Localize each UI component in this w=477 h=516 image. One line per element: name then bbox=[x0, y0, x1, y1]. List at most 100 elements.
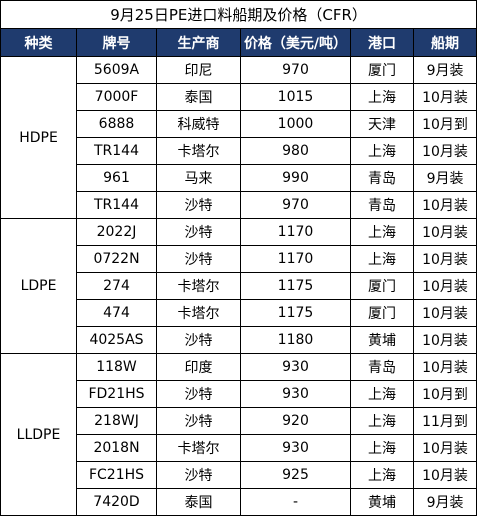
price-cell: 1170 bbox=[240, 218, 351, 246]
shipping-date-cell: 9月装 bbox=[412, 164, 477, 192]
producer-cell: 沙特 bbox=[156, 191, 241, 219]
price-cell: 990 bbox=[240, 164, 351, 192]
price-cell: 1175 bbox=[240, 272, 351, 300]
grade-cell: 218WJ bbox=[76, 407, 157, 435]
price-cell: 1175 bbox=[240, 299, 351, 327]
category-cell: HDPE bbox=[0, 56, 77, 219]
shipping-date-cell: 10月装 bbox=[412, 191, 477, 219]
producer-cell: 卡塔尔 bbox=[156, 137, 241, 165]
shipping-date-cell: 10月装 bbox=[412, 434, 477, 462]
shipping-date-cell: 10月装 bbox=[412, 272, 477, 300]
table-row: LDPE 2022J 沙特 1170 上海 10月装 bbox=[0, 218, 477, 354]
grade-cell: 2022J bbox=[76, 218, 157, 246]
table-row: 0722N 沙特 1170 上海 10月装 bbox=[1, 245, 477, 273]
port-cell: 上海 bbox=[350, 380, 414, 408]
port-cell: 上海 bbox=[350, 137, 414, 165]
grade-cell: 4025AS bbox=[76, 326, 157, 354]
price-cell: 1170 bbox=[240, 245, 351, 273]
port-cell: 黄埔 bbox=[350, 326, 414, 354]
producer-cell: 卡塔尔 bbox=[156, 272, 241, 300]
producer-cell: 印度 bbox=[156, 353, 241, 381]
table-row: FC21HS 沙特 925 上海 10月装 bbox=[1, 461, 477, 489]
grade-cell: 6888 bbox=[76, 110, 157, 138]
producer-cell: 沙特 bbox=[156, 245, 241, 273]
header-price: 价格（美元/吨） bbox=[240, 28, 351, 57]
grade-cell: 118W bbox=[76, 353, 157, 381]
table-row: 961 马来 990 青岛 9月装 bbox=[1, 164, 477, 192]
table-row: 6888 科威特 1000 天津 10月到 bbox=[1, 110, 477, 138]
producer-cell: 印尼 bbox=[156, 56, 241, 84]
grade-cell: FC21HS bbox=[76, 461, 157, 489]
grade-cell: 2018N bbox=[76, 434, 157, 462]
price-cell: 930 bbox=[240, 353, 351, 381]
port-cell: 上海 bbox=[350, 407, 414, 435]
grade-cell: 0722N bbox=[76, 245, 157, 273]
producer-cell: 卡塔尔 bbox=[156, 434, 241, 462]
table-row: HDPE 5609A 印尼 970 厦门 9月装 bbox=[0, 56, 477, 219]
producer-cell: 沙特 bbox=[156, 326, 241, 354]
shipping-date-cell: 10月装 bbox=[412, 83, 477, 111]
port-cell: 青岛 bbox=[350, 164, 414, 192]
shipping-date-cell: 9月装 bbox=[412, 488, 477, 516]
grade-cell: 5609A bbox=[76, 56, 157, 84]
grade-cell: TR144 bbox=[76, 191, 157, 219]
table-row: 218WJ 沙特 920 上海 11月到 bbox=[1, 407, 477, 435]
shipping-date-cell: 10月装 bbox=[412, 137, 477, 165]
grade-cell: 274 bbox=[76, 272, 157, 300]
price-cell: 930 bbox=[240, 380, 351, 408]
shipping-date-cell: 10月到 bbox=[412, 380, 477, 408]
price-cell: 980 bbox=[240, 137, 351, 165]
shipping-date-cell: 11月到 bbox=[412, 407, 477, 435]
port-cell: 上海 bbox=[350, 245, 414, 273]
port-cell: 厦门 bbox=[350, 299, 414, 327]
price-cell: 920 bbox=[240, 407, 351, 435]
producer-cell: 卡塔尔 bbox=[156, 299, 241, 327]
table-row: TR144 沙特 970 青岛 10月装 bbox=[1, 191, 477, 219]
header-port: 港口 bbox=[350, 28, 414, 57]
producer-cell: 泰国 bbox=[156, 83, 241, 111]
shipping-date-cell: 10月装 bbox=[412, 218, 477, 246]
header-category: 种类 bbox=[0, 28, 77, 57]
header-producer: 生产商 bbox=[156, 28, 241, 57]
category-cell: LDPE bbox=[0, 218, 77, 354]
producer-cell: 沙特 bbox=[156, 407, 241, 435]
port-cell: 上海 bbox=[350, 83, 414, 111]
header-grade: 牌号 bbox=[76, 28, 157, 57]
port-cell: 上海 bbox=[350, 434, 414, 462]
grade-cell: 7420D bbox=[76, 488, 157, 516]
price-cell: 930 bbox=[240, 434, 351, 462]
port-cell: 青岛 bbox=[350, 191, 414, 219]
header-shipping-date: 船期 bbox=[412, 28, 477, 57]
grade-cell: TR144 bbox=[76, 137, 157, 165]
producer-cell: 沙特 bbox=[156, 461, 241, 489]
producer-cell: 沙特 bbox=[156, 218, 241, 246]
producer-cell: 马来 bbox=[156, 164, 241, 192]
price-cell: 970 bbox=[240, 56, 351, 84]
category-cell: LLDPE bbox=[0, 353, 77, 516]
grade-cell: 474 bbox=[76, 299, 157, 327]
port-cell: 上海 bbox=[350, 218, 414, 246]
table-row: FD21HS 沙特 930 上海 10月到 bbox=[1, 380, 477, 408]
price-cell: 925 bbox=[240, 461, 351, 489]
shipping-date-cell: 10月装 bbox=[412, 326, 477, 354]
shipping-date-cell: 10月到 bbox=[412, 110, 477, 138]
port-cell: 厦门 bbox=[350, 272, 414, 300]
port-cell: 厦门 bbox=[350, 56, 414, 84]
price-cell: 970 bbox=[240, 191, 351, 219]
grade-cell: 961 bbox=[76, 164, 157, 192]
price-cell: - bbox=[240, 488, 351, 516]
producer-cell: 沙特 bbox=[156, 380, 241, 408]
table-row: LLDPE 118W 印度 930 青岛 10月装 bbox=[0, 353, 477, 516]
producer-cell: 科威特 bbox=[156, 110, 241, 138]
table-title: 9月25日PE进口料船期及价格（CFR） bbox=[0, 0, 477, 29]
shipping-date-cell: 9月装 bbox=[412, 56, 477, 84]
port-cell: 黄埔 bbox=[350, 488, 414, 516]
producer-cell: 泰国 bbox=[156, 488, 241, 516]
shipping-date-cell: 10月装 bbox=[412, 299, 477, 327]
table-row: 4025AS 沙特 1180 黄埔 10月装 bbox=[1, 326, 477, 354]
port-cell: 青岛 bbox=[350, 353, 414, 381]
port-cell: 上海 bbox=[350, 461, 414, 489]
grade-cell: 7000F bbox=[76, 83, 157, 111]
shipping-date-cell: 10月装 bbox=[412, 245, 477, 273]
